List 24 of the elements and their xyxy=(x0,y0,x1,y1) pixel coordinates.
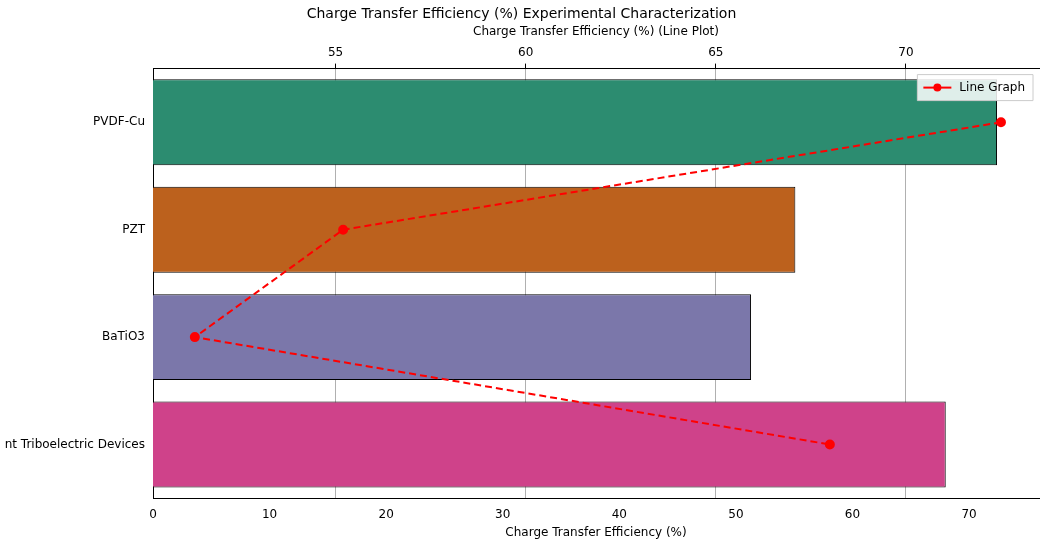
x-tick-label: 20 xyxy=(378,506,394,521)
legend-label: Line Graph xyxy=(959,79,1026,94)
y-tick-label: PZT xyxy=(122,221,146,236)
x2-tick-label: 70 xyxy=(898,44,914,59)
x-tick-label: 10 xyxy=(261,506,278,521)
point xyxy=(824,439,835,450)
chart-title: Charge Transfer Efficiency (%) Experimental Characterization xyxy=(306,5,737,22)
x-tick-label: 60 xyxy=(844,506,861,521)
x-tick-label: 30 xyxy=(495,506,511,521)
x2-tick-label: 55 xyxy=(327,44,344,59)
y-tick-label: PVDF-Cu xyxy=(93,114,145,129)
x2-tick-label: 65 xyxy=(708,44,724,59)
point xyxy=(338,224,349,235)
x2-axis-title: Charge Transfer Efficiency (%) (Line Plot) xyxy=(473,24,719,39)
y-tick-label: nt Triboelectric Devices xyxy=(4,436,145,451)
point xyxy=(995,117,1006,128)
point xyxy=(189,332,200,343)
x-axis-title: Charge Transfer Efficiency (%) xyxy=(505,524,687,539)
y-tick-label: BaTiO3 xyxy=(102,329,145,344)
x-tick-label: 70 xyxy=(961,506,977,521)
x2-tick-label: 60 xyxy=(518,44,534,59)
x-tick-label: 40 xyxy=(611,506,627,521)
x-tick-label: 50 xyxy=(728,506,744,521)
x-tick-label: 0 xyxy=(149,506,157,521)
